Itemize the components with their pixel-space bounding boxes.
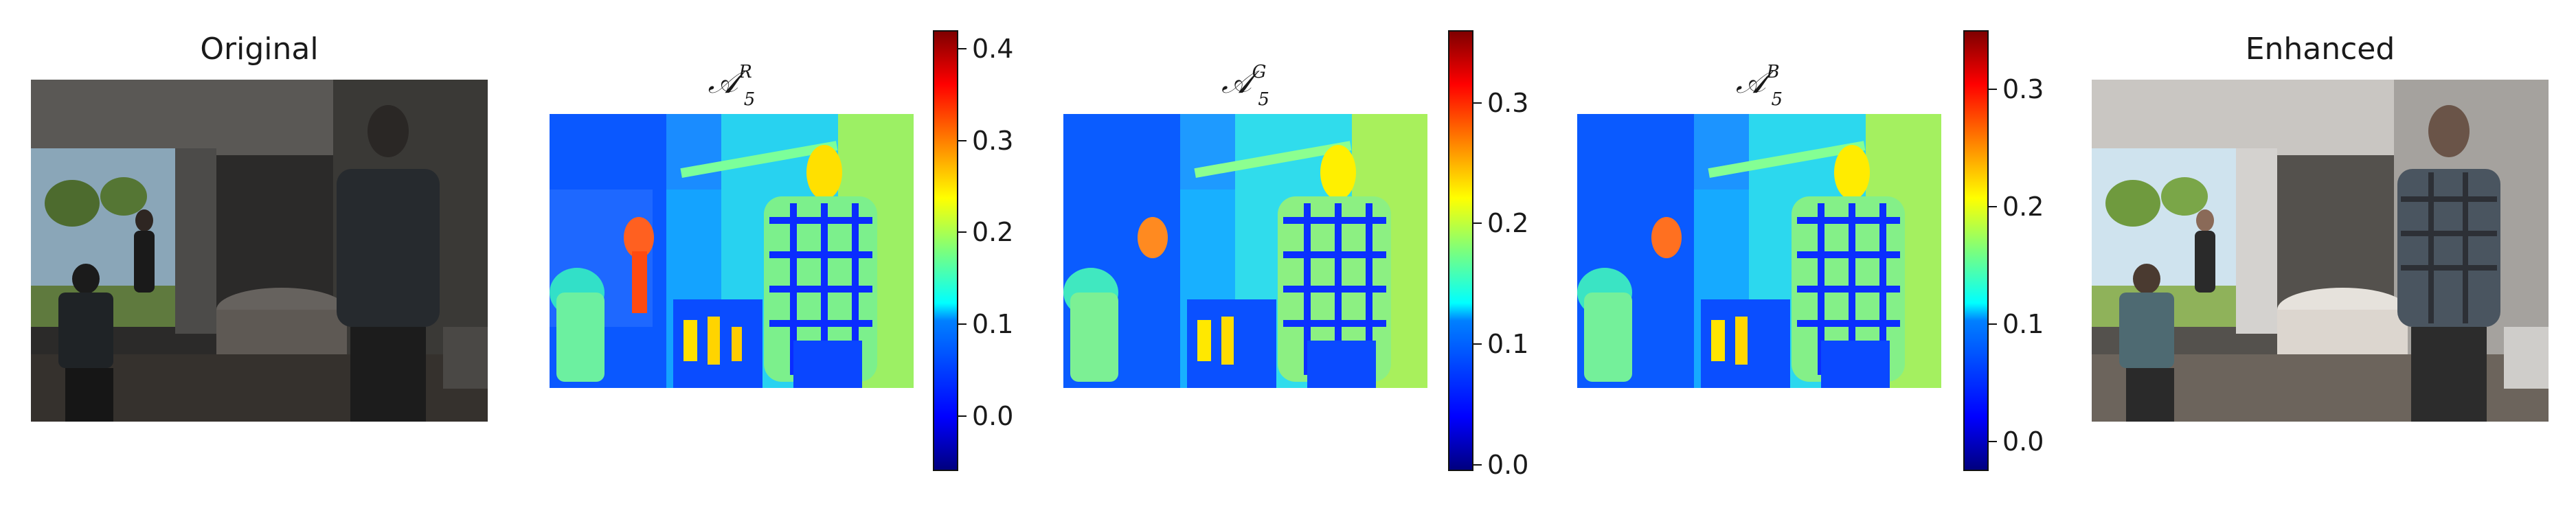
map-g-heatmap [1063, 114, 1427, 388]
colorbar-tick-label: 0.0 [2002, 426, 2044, 457]
colorbar-tick-label: 0.3 [1487, 87, 1529, 118]
map-r-title: 𝒜R5 [708, 61, 756, 111]
colorbar-tick [958, 47, 967, 49]
colorbar-tick-label: 0.2 [2002, 191, 2044, 222]
map-g-colorbar [1448, 30, 1473, 471]
colorbar-tick [1473, 343, 1482, 345]
colorbar-tick [1473, 464, 1482, 466]
colorbar-tick-label: 0.1 [2002, 309, 2044, 339]
colorbar-tick [1989, 88, 1997, 90]
original-title: Original [200, 32, 319, 67]
enhanced-title: Enhanced [2245, 32, 2395, 67]
colorbar-tick-label: 0.0 [1487, 450, 1529, 481]
original-image [31, 80, 488, 422]
colorbar-tick [1989, 323, 1997, 325]
colorbar-tick-label: 0.1 [972, 309, 1014, 339]
map-r-heatmap [550, 114, 914, 388]
colorbar-tick-label: 0.1 [1487, 329, 1529, 360]
colorbar-tick-label: 0.2 [1487, 208, 1529, 239]
map-r-colorbar [933, 30, 958, 471]
colorbar-tick [958, 415, 967, 417]
colorbar-tick-label: 0.3 [972, 125, 1014, 156]
map-b-heatmap [1577, 114, 1941, 388]
colorbar-tick-label: 0.2 [972, 217, 1014, 248]
colorbar-tick [958, 323, 967, 325]
map-b-colorbar [1963, 30, 1989, 471]
colorbar-tick [1473, 222, 1482, 225]
map-g-title: 𝒜G5 [1221, 61, 1269, 111]
colorbar-tick-label: 0.4 [972, 33, 1014, 64]
map-b-title: 𝒜B5 [1735, 61, 1783, 111]
colorbar-tick [958, 231, 967, 233]
colorbar-tick [1989, 205, 1997, 207]
colorbar-tick [958, 139, 967, 141]
colorbar-tick-label: 0.3 [2002, 73, 2044, 104]
colorbar-tick-label: 0.0 [972, 400, 1014, 431]
enhanced-image [2092, 80, 2549, 422]
colorbar-tick [1989, 441, 1997, 443]
colorbar-tick [1473, 102, 1482, 104]
